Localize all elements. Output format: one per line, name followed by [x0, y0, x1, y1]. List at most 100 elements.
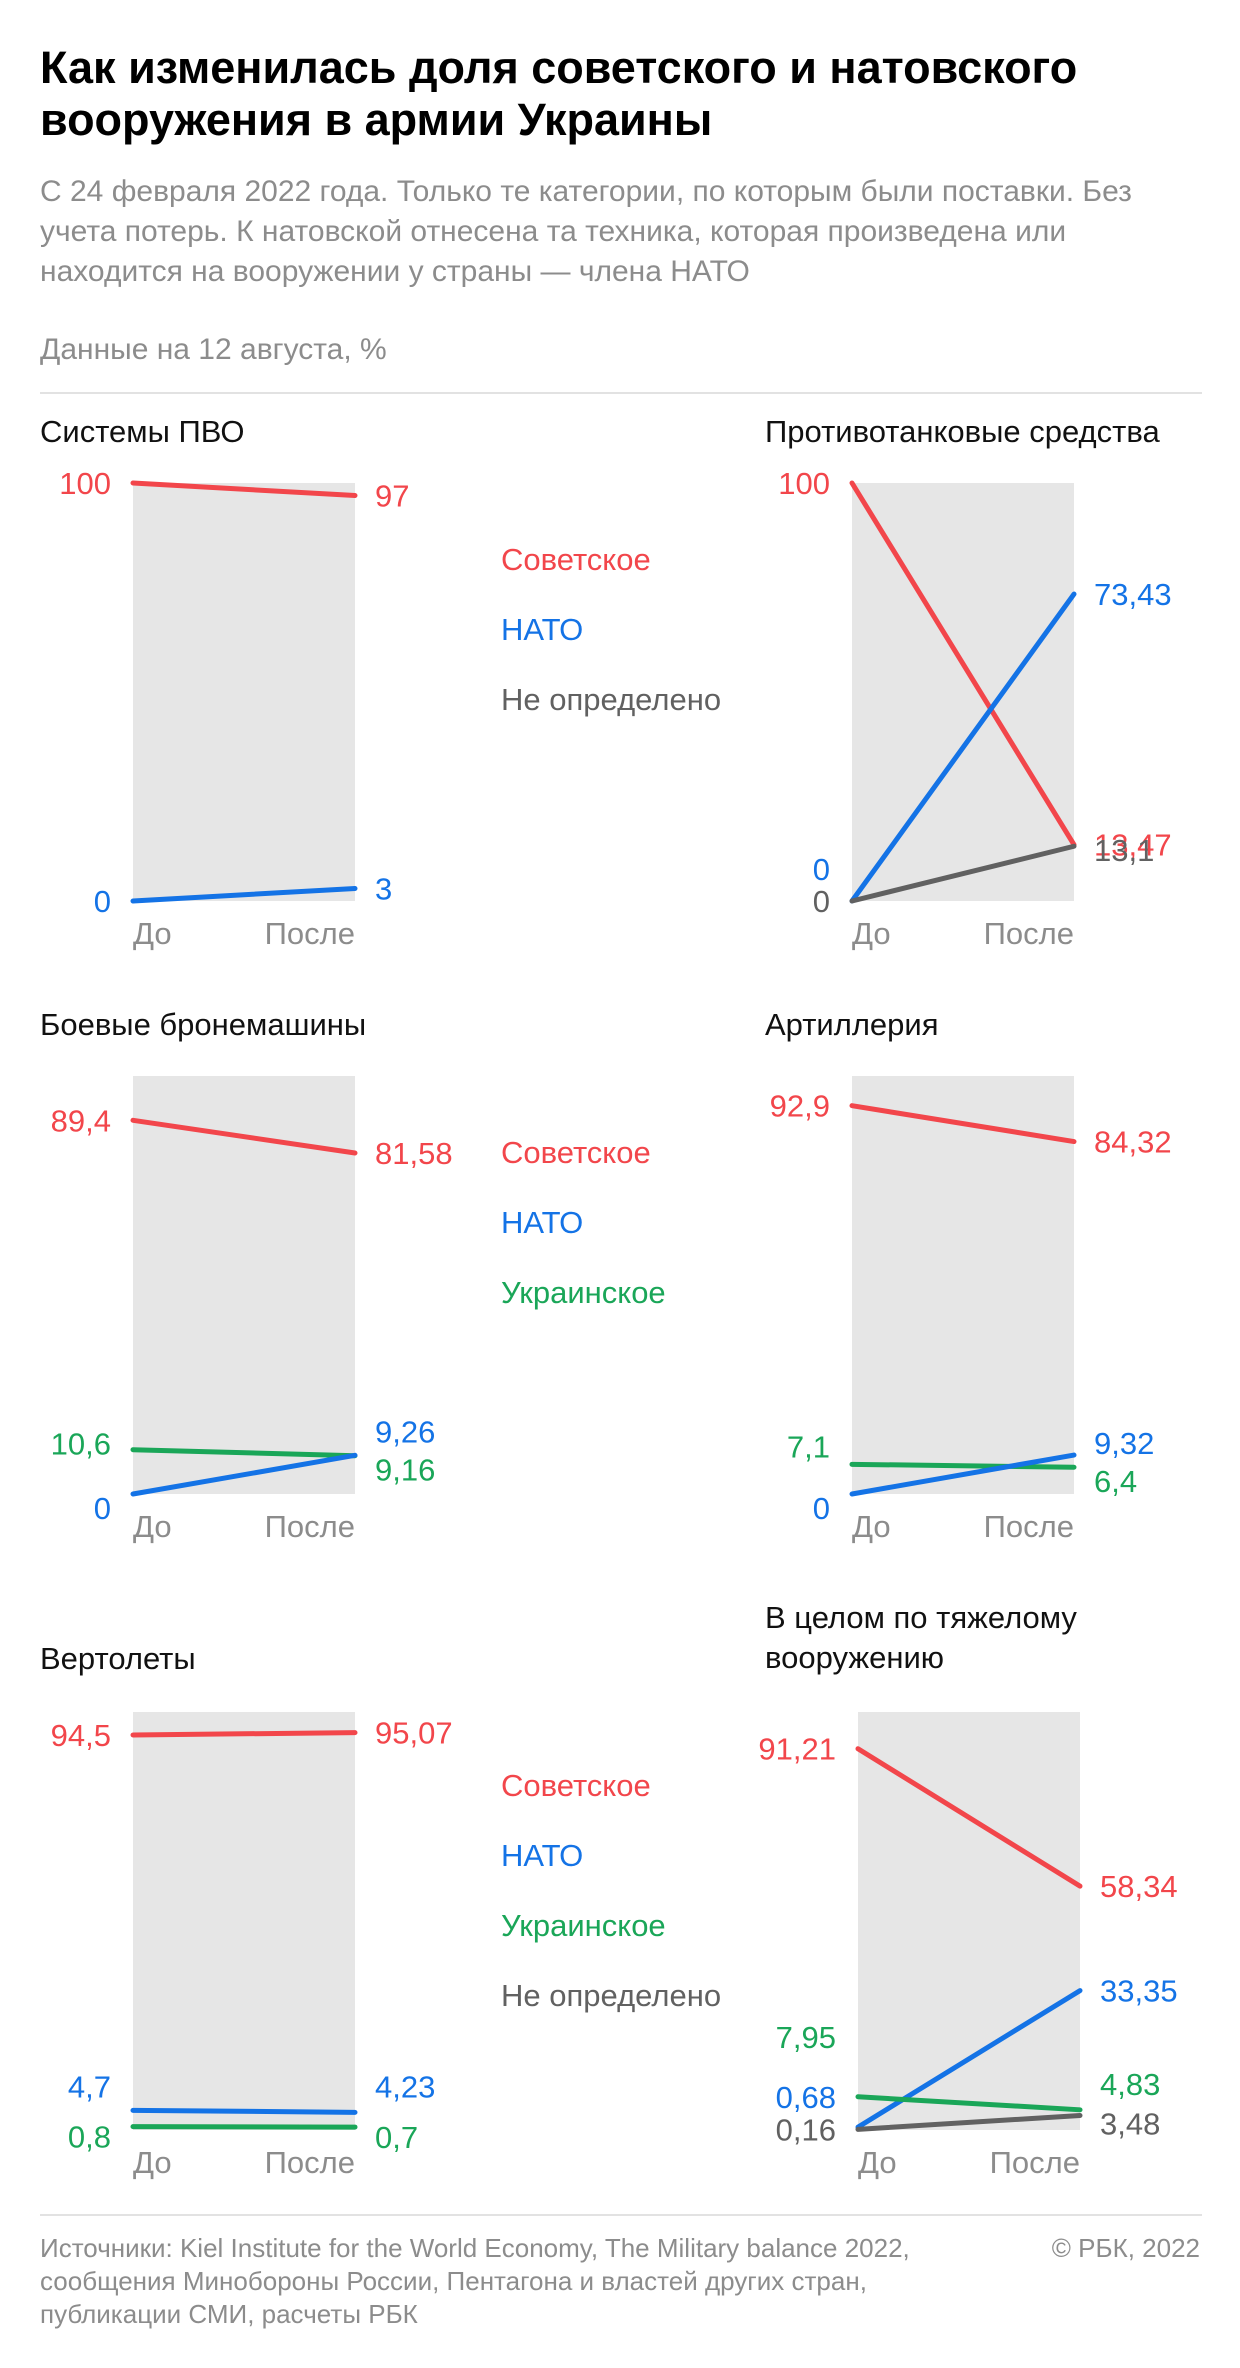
- series-line-soviet: [855, 1746, 1083, 1889]
- data-label-after-undefined: 13,1: [1094, 833, 1154, 868]
- legend-item-soviet: Советское: [501, 542, 651, 577]
- x-tick-after: После: [984, 916, 1074, 951]
- series-line-soviet: [130, 1117, 358, 1156]
- data-label-before-nato: 4,7: [68, 2069, 111, 2104]
- x-tick-after: После: [265, 1509, 355, 1544]
- data-label-after-ukrainian: 4,83: [1100, 2067, 1160, 2102]
- header-divider: [40, 392, 1202, 394]
- series-line-nato: [130, 2107, 358, 2115]
- chart-title: Боевые бронемашины: [40, 1007, 366, 1042]
- sources-note: Источники: Kiel Institute for the World …: [40, 2233, 910, 2329]
- legend-item-undefined: Не определено: [501, 682, 722, 717]
- data-label-before-ukrainian: 7,95: [776, 2020, 836, 2055]
- data-label-after-undefined: 3,48: [1100, 2106, 1160, 2141]
- x-tick-before: До: [133, 2145, 172, 2180]
- data-label-after-soviet: 95,07: [375, 1716, 453, 1751]
- data-label-after-nato: 33,35: [1100, 1974, 1178, 2009]
- chart-panel: [858, 1712, 1080, 2130]
- series-line-undefined: [849, 843, 1077, 904]
- data-label-after-soviet: 13,47: [1094, 828, 1172, 863]
- chart-title: Вертолеты: [40, 1641, 196, 1676]
- data-label-before-nato: 0: [94, 884, 111, 919]
- chart-panel: [852, 1076, 1074, 1494]
- chart-title: В целом по тяжелому: [765, 1600, 1077, 1635]
- series-line-soviet: [849, 480, 1077, 848]
- data-label-before-nato: 0: [813, 1491, 830, 1526]
- copyright: © РБК, 2022: [1051, 2233, 1200, 2263]
- legend-item-soviet: Советское: [501, 1135, 651, 1170]
- data-label-before-soviet: 92,9: [770, 1089, 830, 1124]
- data-label-before-nato: 0,68: [776, 2080, 836, 2115]
- data-label-before-soviet: 91,21: [758, 1732, 836, 1767]
- legend-item-nato: НАТО: [501, 1838, 584, 1873]
- page-subtitle: С 24 февраля 2022 года. Только те катего…: [40, 175, 1132, 288]
- data-label-after-ukrainian: 6,4: [1094, 1464, 1137, 1499]
- chart-5: Вертолеты 94,5 95,07 4,7 4,23 0,8 0,7 До После: [40, 1641, 453, 2180]
- series-line-nato: [130, 1452, 358, 1497]
- chart-title: Противотанковые средства: [765, 414, 1160, 449]
- chart-6: В целом по тяжелому вооружению 91,21 58,34 0…: [758, 1600, 1177, 2180]
- chart-3: Боевые бронемашины 89,4 81,58 10,6 9,16 0 9,26…: [40, 1007, 453, 1544]
- legend-2: Советское НАТО Украинское: [501, 1133, 666, 1343]
- chart-title: вооружению: [765, 1640, 944, 1675]
- series-line-ukrainian: [849, 1461, 1077, 1470]
- legend-item-ukrainian: Украинское: [501, 1908, 666, 1943]
- series-line-undefined: [855, 2112, 1083, 2132]
- data-label-before-soviet: 100: [778, 466, 830, 501]
- series-line-ukrainian: [130, 1447, 358, 1459]
- footer-divider: [40, 2214, 1202, 2216]
- legend-item-nato: НАТО: [501, 612, 584, 647]
- legend-item-nato: НАТО: [501, 1205, 584, 1240]
- legend-item-soviet: Советское: [501, 1768, 651, 1803]
- x-tick-before: До: [852, 1509, 891, 1544]
- legend-1: Советское НАТО Не определено: [501, 540, 721, 750]
- series-line-soviet: [130, 480, 358, 499]
- legend-item-ukrainian: Украинское: [501, 1275, 666, 1310]
- x-tick-after: После: [990, 2145, 1080, 2180]
- x-tick-after: После: [265, 2145, 355, 2180]
- data-label-before-nato: 0: [94, 1491, 111, 1526]
- data-label-after-nato: 9,26: [375, 1414, 435, 1449]
- data-label-after-ukrainian: 9,16: [375, 1453, 435, 1488]
- x-tick-before: До: [852, 916, 891, 951]
- x-tick-before: До: [133, 1509, 172, 1544]
- data-label-before-ukrainian: 10,6: [51, 1427, 111, 1462]
- chart-2: Противотанковые средства 100 13,47 0 73,43 0 1…: [765, 414, 1172, 951]
- data-label-before-nato: 0: [813, 852, 830, 887]
- data-label-before-soviet: 89,4: [51, 1103, 111, 1138]
- page-title: Как изменилась доля советского и натовск…: [40, 42, 1078, 145]
- data-label-before-ukrainian: 7,1: [787, 1429, 830, 1464]
- chart-title: Системы ПВО: [40, 414, 245, 449]
- chart-panel: [133, 483, 355, 901]
- data-label-after-soviet: 97: [375, 479, 409, 514]
- series-line-nato: [855, 1988, 1083, 2130]
- chart-panel: [133, 1712, 355, 2130]
- data-label-after-ukrainian: 0,7: [375, 2120, 418, 2155]
- series-line-soviet: [849, 1103, 1077, 1145]
- data-label-before-soviet: 94,5: [51, 1718, 111, 1753]
- data-label-before-undefined: 0,16: [776, 2112, 836, 2147]
- data-label-after-nato: 3: [375, 871, 392, 906]
- data-label-after-soviet: 84,32: [1094, 1125, 1172, 1160]
- x-tick-before: До: [133, 916, 172, 951]
- legend-item-undefined: Не определено: [501, 1978, 722, 2013]
- chart-1: Системы ПВО 100 97 0 3 До После: [40, 414, 409, 951]
- series-line-nato: [849, 591, 1077, 904]
- data-label-after-nato: 4,23: [375, 2069, 435, 2104]
- data-label-after-nato: 73,43: [1094, 577, 1172, 612]
- chart-panel: [852, 483, 1074, 901]
- chart-title: Артиллерия: [765, 1007, 939, 1042]
- series-line-nato: [130, 885, 358, 904]
- data-label-after-soviet: 58,34: [1100, 1869, 1178, 1904]
- data-date-note: Данные на 12 августа, %: [40, 333, 387, 366]
- series-line-soviet: [130, 1730, 358, 1738]
- x-tick-after: После: [984, 1509, 1074, 1544]
- data-label-after-nato: 9,32: [1094, 1426, 1154, 1461]
- x-tick-after: После: [265, 916, 355, 951]
- chart-4: Артиллерия 92,9 84,32 7,1 6,4 0 9,32 До После: [765, 1007, 1172, 1544]
- legend-3: Советское НАТО Украинское Не определено: [501, 1766, 721, 2046]
- data-label-after-soviet: 81,58: [375, 1136, 453, 1171]
- data-label-before-soviet: 100: [59, 466, 111, 501]
- data-label-before-ukrainian: 0,8: [68, 2120, 111, 2155]
